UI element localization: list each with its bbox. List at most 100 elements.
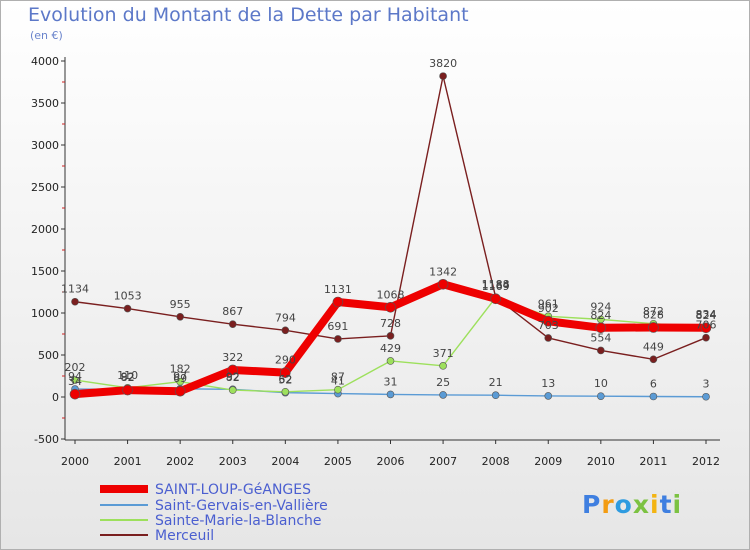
data-label: 41 bbox=[331, 375, 345, 388]
y-tick-label: 1500 bbox=[31, 265, 59, 278]
data-label: 202 bbox=[65, 361, 86, 374]
data-label: 824 bbox=[590, 309, 611, 322]
data-point bbox=[281, 326, 290, 335]
x-tick-label: 2005 bbox=[324, 455, 352, 468]
data-label: 828 bbox=[643, 308, 664, 321]
data-label: 429 bbox=[380, 342, 401, 355]
data-label: 97 bbox=[173, 370, 187, 383]
data-point bbox=[702, 333, 710, 342]
data-point bbox=[700, 322, 712, 334]
data-point bbox=[490, 293, 501, 305]
data-label: 92 bbox=[226, 370, 240, 383]
data-label: 6 bbox=[650, 377, 657, 390]
data-point bbox=[334, 335, 342, 343]
data-point bbox=[122, 384, 133, 396]
data-label: 706 bbox=[696, 319, 717, 332]
x-tick-label: 2008 bbox=[482, 455, 510, 468]
data-point bbox=[544, 334, 553, 342]
chart-title: Evolution du Montant de la Dette par Hab… bbox=[28, 4, 469, 26]
x-tick-label: 2003 bbox=[219, 455, 247, 468]
data-point bbox=[228, 386, 237, 394]
data-label: 824 bbox=[696, 309, 717, 322]
data-point bbox=[597, 346, 605, 355]
data-label: 371 bbox=[433, 347, 454, 360]
data-point bbox=[228, 320, 237, 328]
y-tick-label: 2000 bbox=[31, 223, 59, 236]
data-label: 924 bbox=[590, 300, 611, 313]
y-tick-label: 3500 bbox=[31, 97, 59, 110]
data-label: 794 bbox=[275, 311, 296, 324]
x-tick-label: 2010 bbox=[587, 455, 615, 468]
data-point bbox=[491, 391, 500, 400]
data-label: 13 bbox=[541, 377, 555, 390]
data-point bbox=[542, 315, 554, 327]
data-label: 21 bbox=[489, 376, 503, 389]
logo-letter: t bbox=[659, 490, 673, 519]
data-point bbox=[386, 390, 395, 399]
data-label: 87 bbox=[331, 371, 345, 384]
y-tick-label: 0 bbox=[52, 391, 59, 404]
y-tick-label: -500 bbox=[34, 433, 59, 446]
y-tick-label: 3000 bbox=[31, 139, 59, 152]
data-label: 449 bbox=[643, 340, 664, 353]
data-label: 955 bbox=[170, 298, 191, 311]
data-label: 110 bbox=[117, 369, 138, 382]
data-point bbox=[437, 278, 449, 290]
x-tick-label: 2009 bbox=[534, 455, 562, 468]
data-label: 902 bbox=[538, 302, 559, 315]
data-label: 69 bbox=[173, 372, 187, 385]
data-label: 554 bbox=[590, 331, 611, 344]
x-tick-label: 2012 bbox=[692, 455, 720, 468]
data-point bbox=[439, 72, 447, 80]
x-tick-label: 2001 bbox=[114, 455, 142, 468]
x-tick-label: 2011 bbox=[639, 455, 667, 468]
data-label: 834 bbox=[696, 308, 717, 321]
data-label: 1053 bbox=[114, 290, 142, 303]
logo-letter: i bbox=[672, 490, 683, 519]
data-point bbox=[649, 392, 658, 401]
data-point bbox=[595, 322, 607, 334]
x-tick-label: 2004 bbox=[271, 455, 299, 468]
data-point bbox=[176, 312, 184, 321]
data-label: 25 bbox=[436, 376, 450, 389]
data-label: 62 bbox=[278, 373, 292, 386]
logo-letter: x bbox=[632, 490, 650, 519]
data-label: 691 bbox=[327, 320, 348, 333]
data-point bbox=[71, 376, 79, 384]
y-tick-label: 500 bbox=[38, 349, 59, 362]
data-point bbox=[439, 362, 447, 370]
data-label: 94 bbox=[68, 370, 82, 383]
data-label: 703 bbox=[538, 319, 559, 332]
x-tick-label: 2000 bbox=[61, 455, 89, 468]
proxiti-logo: Proxiti bbox=[582, 490, 682, 519]
data-point bbox=[648, 322, 659, 333]
data-label: 961 bbox=[538, 297, 559, 310]
data-label: 1184 bbox=[482, 279, 510, 292]
logo-letter: r bbox=[601, 490, 615, 519]
data-point bbox=[174, 385, 186, 397]
legend-label: SAINT-LOUP-GéANGES bbox=[155, 482, 311, 498]
legend-label: Sainte-Marie-la-Blanche bbox=[155, 513, 322, 529]
data-point bbox=[649, 355, 658, 364]
data-point bbox=[176, 377, 184, 386]
y-tick-label: 2500 bbox=[31, 181, 59, 194]
data-label: 52 bbox=[278, 374, 292, 387]
data-label: 3820 bbox=[429, 57, 457, 70]
x-tick-label: 2002 bbox=[166, 455, 194, 468]
logo-letter: o bbox=[614, 490, 633, 519]
data-label: 872 bbox=[643, 305, 664, 318]
data-label: 182 bbox=[170, 363, 191, 376]
data-point bbox=[544, 392, 553, 400]
data-point bbox=[386, 332, 395, 340]
data-label: 1342 bbox=[429, 265, 457, 278]
data-label: 82 bbox=[226, 371, 240, 384]
data-point bbox=[334, 385, 342, 394]
data-point bbox=[385, 301, 396, 313]
data-point bbox=[227, 364, 239, 376]
data-label: 82 bbox=[121, 371, 135, 384]
data-point bbox=[69, 388, 81, 400]
data-label: 728 bbox=[380, 317, 401, 330]
data-point bbox=[439, 391, 447, 399]
